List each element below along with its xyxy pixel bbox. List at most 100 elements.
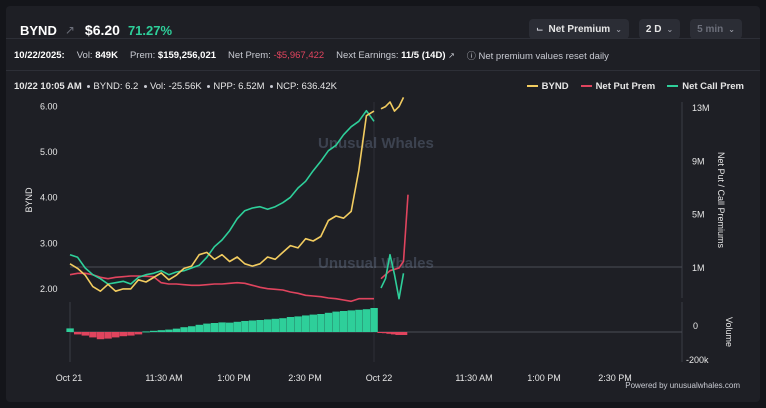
volume-bar [355, 309, 363, 332]
left-axis-tick: 4.00 [40, 193, 58, 203]
chevron-down-icon: ⌄ [728, 24, 735, 34]
left-axis-tick: 5.00 [40, 147, 58, 157]
interval-select-value: 5 min [697, 23, 724, 35]
volume-bar [302, 315, 310, 332]
volume-bar [172, 328, 181, 332]
crosshair-readout: 10/22 10:05 AM BYND: 6.2 Vol: -25.56K NP… [14, 81, 337, 92]
volume-bar [324, 312, 333, 332]
volume-bar [210, 323, 219, 332]
volume-bar [248, 320, 257, 332]
interval-select[interactable]: 5 min ⌄ [690, 19, 742, 39]
legend-call[interactable]: Net Call Prem [667, 81, 744, 92]
volume-bar [381, 332, 390, 334]
x-axis-tick: 1:00 PM [217, 373, 251, 383]
readout-bynd: BYND: 6.2 [93, 81, 139, 92]
left-axis-tick: 6.00 [40, 102, 58, 112]
volume-bar [150, 330, 158, 332]
volume-bar [395, 332, 403, 335]
volume-bar [370, 308, 378, 332]
stats-bar: 10/22/2025: Vol: 849K Prem: $159,256,021… [14, 49, 609, 62]
right-axis-tick: 13M [692, 103, 710, 113]
volume-bar [119, 332, 127, 337]
chevron-down-icon: ⌄ [615, 24, 622, 34]
range-select[interactable]: 2 D ⌄ [638, 19, 681, 39]
readout-vol: Vol: -25.56K [149, 81, 202, 92]
chart-card: BYND ↗ $6.20 71.27% ⌙ Net Premium ⌄ 2 D … [6, 6, 760, 402]
volume-bar [96, 332, 105, 340]
readout-npp: NPP: 6.52M [213, 81, 265, 92]
powered-by: Powered by unusualwhales.com [625, 381, 740, 390]
left-axis-tick: 3.00 [40, 238, 58, 248]
volume-bar [271, 318, 279, 332]
volume-bar [233, 321, 241, 332]
x-axis-tick: Oct 22 [366, 373, 393, 383]
legend-put[interactable]: Net Put Prem [580, 81, 655, 92]
volume-bar [332, 311, 340, 332]
volume-bar [195, 324, 203, 332]
volume-bar [165, 329, 173, 332]
right-axis-title: Net Put / Call Premiums [716, 152, 726, 249]
volume-bar [264, 319, 272, 332]
left-axis-tick: 2.00 [40, 284, 58, 294]
volume-bar [89, 332, 97, 338]
header: BYND ↗ $6.20 71.27% [20, 20, 172, 40]
volume-axis-title: Volume [724, 317, 734, 347]
volume-bar [226, 322, 234, 332]
volume-bar [386, 332, 394, 334]
volume-bar [317, 314, 325, 332]
volume-bar [362, 309, 371, 332]
stats-volume: Vol: 849K [76, 50, 118, 61]
stats-note: ⓘ Net premium values reset daily [466, 51, 609, 62]
volume-bar [309, 314, 317, 332]
external-link-icon[interactable]: ↗ [448, 51, 455, 60]
right-axis-tick: 1M [692, 263, 705, 273]
volume-bar [81, 332, 89, 336]
volume-bar [142, 331, 150, 333]
info-icon[interactable]: ⓘ [466, 51, 476, 61]
divider [6, 70, 760, 71]
stats-next-earnings: Next Earnings: 11/5 (14D) ↗ [336, 50, 455, 61]
view-select-value: Net Premium [548, 23, 611, 35]
x-axis-tick: 2:30 PM [288, 373, 322, 383]
chart-icon: ⌙ [535, 23, 544, 34]
volume-bar [340, 311, 348, 332]
chevron-down-icon: ⌄ [666, 24, 674, 34]
volume-bar [188, 326, 196, 332]
x-axis-tick: 1:00 PM [527, 373, 561, 383]
x-axis-tick: 11:30 AM [455, 373, 492, 383]
x-axis-tick: 2:30 PM [598, 373, 632, 383]
ticker-symbol[interactable]: BYND [20, 22, 57, 38]
volume-bar [286, 317, 295, 332]
volume-bar [134, 332, 143, 335]
volume-bar [377, 332, 385, 333]
stats-net-premium: Net Prem: -$5,967,422 [228, 50, 325, 61]
current-price: $6.20 [84, 22, 120, 38]
volume-bar [256, 320, 264, 332]
series-line-bynd [69, 97, 405, 292]
chart-controls: ⌙ Net Premium ⌄ 2 D ⌄ 5 min ⌄ [528, 19, 742, 39]
external-link-icon[interactable]: ↗ [64, 23, 75, 37]
range-select-value: 2 D [645, 23, 662, 35]
watermark: Unusual Whales [318, 135, 434, 152]
volume-bar [203, 323, 211, 332]
readout-ncp: NCP: 636.42K [276, 81, 337, 92]
readout-time: 10/22 10:05 AM [14, 81, 82, 92]
x-axis-tick: Oct 21 [56, 373, 83, 383]
divider [6, 38, 760, 39]
volume-bar [294, 316, 302, 332]
volume-bar [218, 322, 226, 332]
volume-bar [279, 318, 287, 332]
stats-date: 10/22/2025: [14, 50, 65, 61]
volume-bar [104, 332, 112, 339]
volume-bar [74, 332, 82, 335]
right-axis-tick: 9M [692, 156, 705, 166]
legend-bynd[interactable]: BYND [526, 81, 569, 92]
left-axis-title: BYND [24, 187, 34, 213]
stats-premium: Prem: $159,256,021 [129, 50, 217, 61]
volume-bar [347, 310, 355, 332]
volume-bar [390, 332, 399, 335]
watermark: Unusual Whales [318, 255, 434, 272]
view-select[interactable]: ⌙ Net Premium ⌄ [528, 19, 629, 39]
volume-axis-tick: 0 [693, 321, 698, 331]
